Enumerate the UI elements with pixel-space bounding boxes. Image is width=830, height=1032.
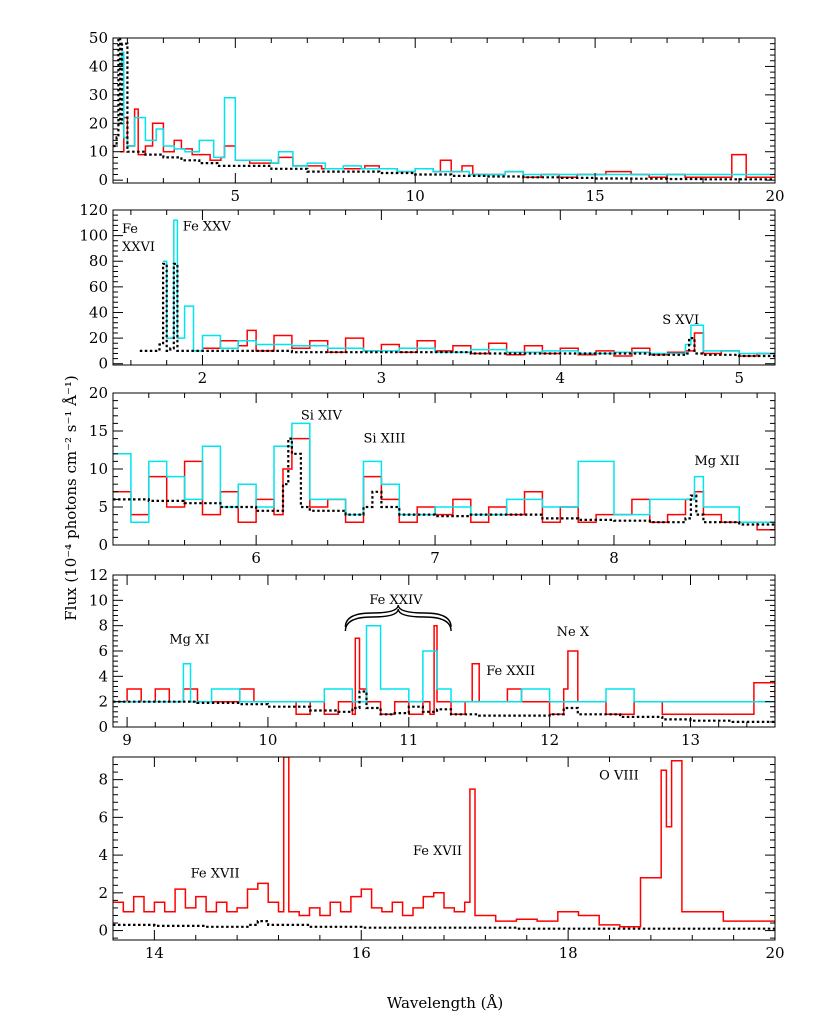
line-annotation: Si XIV [301, 409, 343, 424]
y-axis-title: Flux (10⁻⁴ photons cm⁻² s⁻¹ Å⁻¹) [62, 375, 80, 621]
y-tick-label: 50 [89, 29, 108, 47]
y-tick-label: 20 [89, 329, 108, 347]
line-annotation: Mg XII [694, 454, 739, 469]
y-tick-label: 0 [98, 355, 108, 373]
panel-4: 9 10 11 12 13 0 2 4 6 8 10 12 Fe XXIV Mg XI Fe XXII Ne … [89, 566, 776, 749]
y-tick-label: 5 [98, 498, 108, 516]
x-tick-label: 12 [540, 731, 559, 749]
x-tick-label: 6 [251, 549, 261, 567]
series-model-line [113, 437, 775, 528]
y-tick-label: 2 [98, 884, 108, 902]
x-tick-label: 9 [122, 731, 132, 749]
panel-frame [112, 574, 776, 728]
line-annotation: Fe XXIV [369, 593, 423, 608]
y-tick-label: 6 [98, 808, 108, 826]
x-tick-label: 16 [352, 944, 371, 962]
y-tick-label: 100 [79, 227, 108, 245]
x-tick-label: 15 [586, 187, 605, 205]
panel-1: 5 10 15 20 0 10 20 30 40 50 [89, 29, 785, 205]
y-tick-label: 10 [89, 143, 108, 161]
series-red-line [202, 329, 775, 359]
panel-frame [112, 392, 776, 546]
y-tick-label: 80 [89, 252, 108, 270]
curly-brace [344, 604, 452, 628]
x-tick-label: 3 [377, 369, 387, 387]
line-annotation: Mg XI [169, 632, 209, 647]
y-tick-label: 4 [98, 667, 108, 685]
x-tick-label: 4 [556, 369, 566, 387]
y-tick-label: 12 [89, 566, 108, 584]
series-cyan-line [163, 219, 775, 357]
y-tick-label: 10 [89, 460, 108, 478]
series-cyan-line [120, 51, 775, 176]
y-tick-label: 20 [89, 114, 108, 132]
series-cyan-line [113, 422, 775, 523]
series-red-line [120, 108, 775, 179]
x-tick-label: 14 [145, 944, 164, 962]
series-model-line [139, 262, 775, 359]
line-annotation: XXVI [122, 240, 155, 255]
x-tick-label: 2 [198, 369, 208, 387]
y-tick-label: 40 [89, 303, 108, 321]
y-tick-label: 0 [98, 536, 108, 554]
series-red-line [113, 437, 775, 531]
line-annotation: O VIII [599, 769, 639, 784]
line-annotation: Fe [122, 222, 138, 237]
line-annotation: S XVI [662, 313, 699, 328]
x-tick-label: 5 [231, 187, 241, 205]
y-tick-label: 0 [98, 171, 108, 189]
y-tick-label: 20 [89, 384, 108, 402]
series-cyan-line [113, 624, 775, 703]
y-tick-label: 8 [98, 617, 108, 635]
panel-frame [112, 209, 776, 366]
line-annotation: Fe XXII [486, 664, 535, 679]
x-axis-title: Wavelength (Å) [387, 994, 503, 1012]
line-annotation: Si XIII [363, 431, 405, 446]
y-tick-label: 10 [89, 591, 108, 609]
y-tick-label: 6 [98, 642, 108, 660]
y-tick-label: 30 [89, 86, 108, 104]
y-tick-label: 2 [98, 693, 108, 711]
y-tick-label: 15 [89, 422, 108, 440]
series-red-line [113, 757, 775, 928]
panel-3: 6 7 8 0 5 10 15 20 Si XIV Si XIII Mg XII [89, 384, 776, 567]
line-annotation: Fe XXV [183, 219, 232, 234]
panel-5: 14 16 18 20 0 2 4 6 8 Fe XVII Fe XVII O VIII [98, 756, 785, 962]
y-tick-label: 4 [98, 846, 108, 864]
x-tick-label: 10 [258, 731, 277, 749]
x-tick-label: 7 [430, 549, 440, 567]
x-tick-label: 20 [765, 944, 784, 962]
x-tick-label: 13 [681, 731, 700, 749]
series-model-line [113, 690, 775, 723]
panel-frame [112, 37, 776, 184]
panel-2: 2 3 4 5 0 20 40 60 80 100 120 Fe XXVI Fe XXV S XVI [79, 201, 776, 387]
line-annotation: Fe XVII [191, 867, 240, 882]
y-tick-label: 0 [98, 922, 108, 940]
x-tick-label: 5 [734, 369, 744, 387]
y-tick-label: 60 [89, 278, 108, 296]
x-tick-label: 10 [406, 187, 425, 205]
x-tick-label: 18 [559, 944, 578, 962]
y-tick-label: 8 [98, 771, 108, 789]
y-tick-label: 120 [79, 201, 108, 219]
y-tick-label: 40 [89, 57, 108, 75]
series-model-line [113, 920, 775, 930]
line-annotation: Ne X [557, 625, 590, 640]
series-model-line [113, 38, 775, 181]
x-tick-label: 8 [609, 549, 619, 567]
y-tick-label: 0 [98, 718, 108, 736]
x-tick-label: 20 [765, 187, 784, 205]
x-tick-label: 11 [399, 731, 418, 749]
line-annotation: Fe XVII [413, 844, 462, 859]
